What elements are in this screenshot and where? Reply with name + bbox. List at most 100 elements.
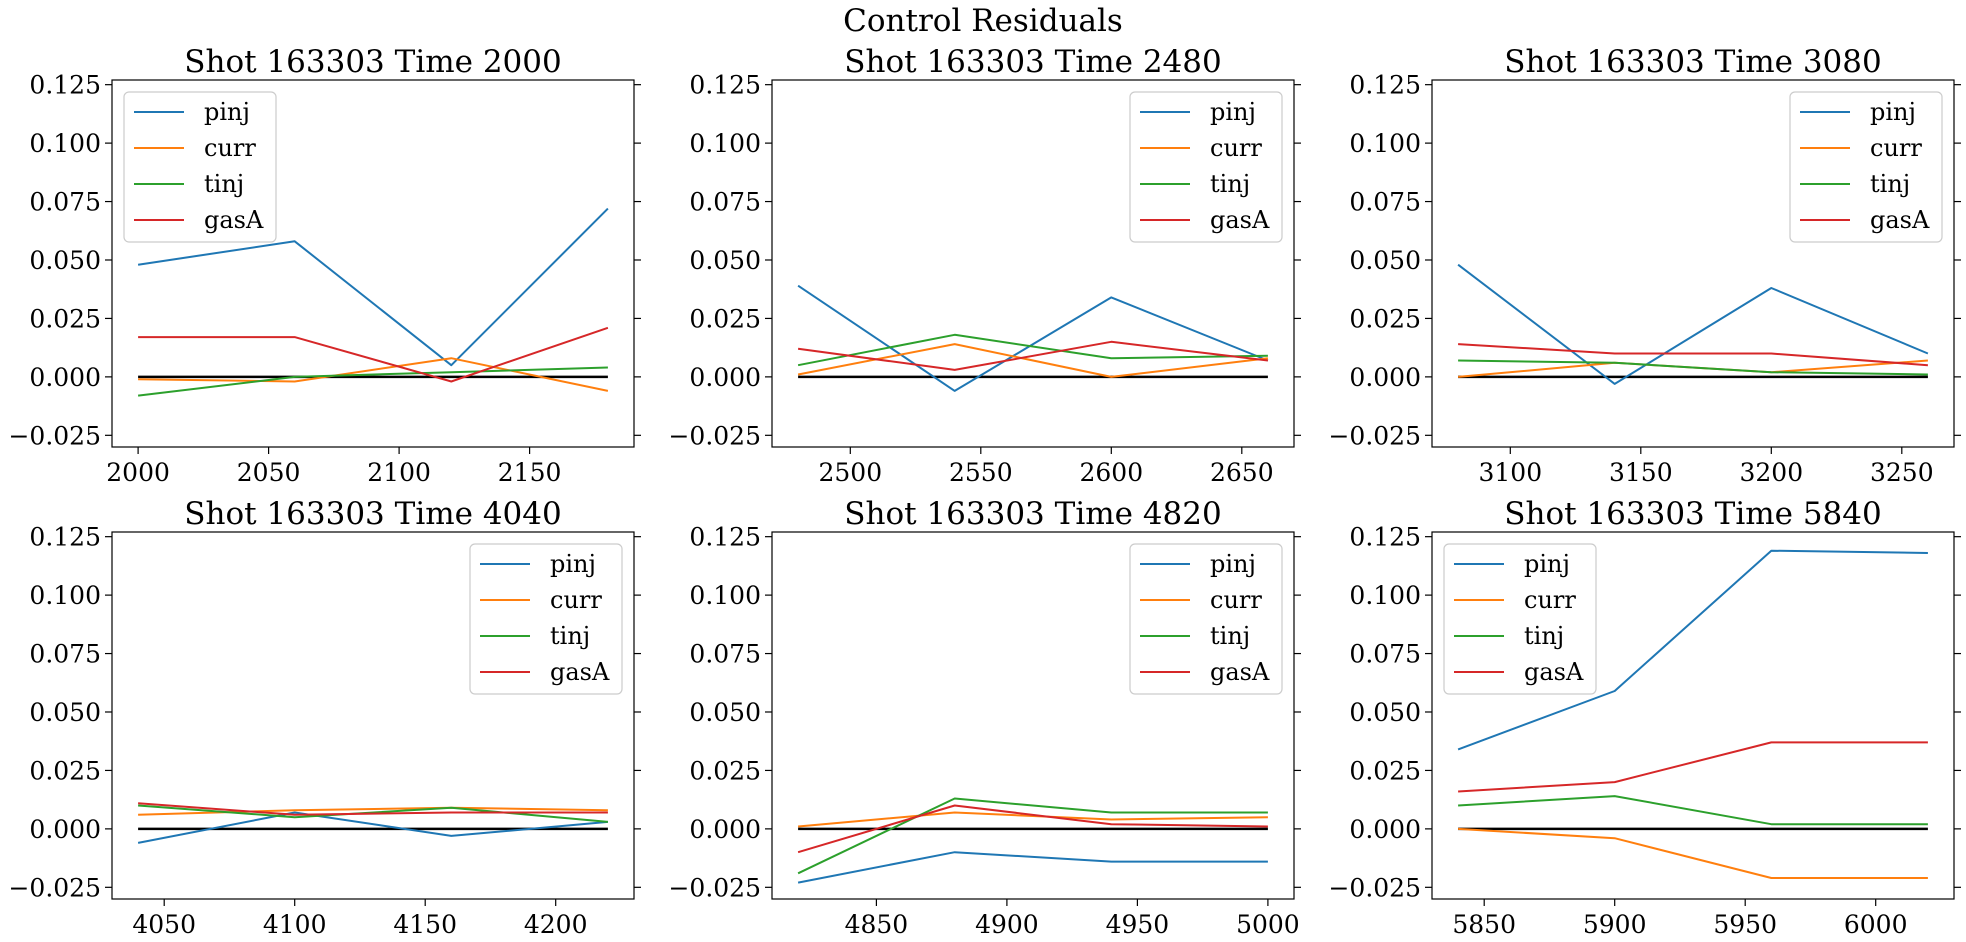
x-tick-label: 5000 bbox=[1236, 910, 1300, 939]
legend: pinj curr tinj gasA bbox=[1789, 91, 1943, 243]
x-tick-label: 4850 bbox=[845, 910, 909, 939]
series-line-tinj bbox=[797, 333, 1268, 367]
y-tick-label: 0.075 bbox=[1349, 640, 1421, 669]
x-tick-label: 3100 bbox=[1478, 458, 1542, 487]
subplot-5: Shot 163303 Time 4820 −0.025 0.000 0.025 0.0… bbox=[668, 496, 1301, 939]
legend-box bbox=[469, 543, 623, 695]
legend-label-gasA: gasA bbox=[204, 206, 264, 234]
y-tick-label: 0.075 bbox=[29, 640, 101, 669]
legend-label-curr: curr bbox=[1524, 586, 1576, 614]
series-line-curr bbox=[138, 357, 609, 392]
series-line-gasA bbox=[138, 326, 609, 383]
y-tick-label: 0.125 bbox=[29, 523, 101, 552]
y-tick-label: −0.025 bbox=[1328, 873, 1421, 902]
legend-label-tinj: tinj bbox=[204, 170, 244, 198]
series-line-gasA bbox=[1458, 741, 1928, 793]
series-line-curr bbox=[138, 806, 608, 816]
y-tick-label: 0.050 bbox=[689, 246, 761, 275]
y-tick-label: 0.125 bbox=[689, 71, 761, 100]
series-line-curr bbox=[797, 343, 1269, 378]
y-tick-label: 0.075 bbox=[29, 188, 101, 217]
y-tick-label: 0.050 bbox=[29, 698, 101, 727]
legend-label-curr: curr bbox=[550, 586, 602, 614]
y-tick-label: 0.025 bbox=[1349, 304, 1421, 333]
subplot-1: Shot 163303 Time 2000 −0.025 0.000 0.025 0.0… bbox=[8, 44, 641, 487]
y-tick-label: 0.025 bbox=[29, 756, 101, 785]
axes-frame bbox=[1431, 79, 1955, 448]
legend-box bbox=[123, 91, 277, 243]
legend-label-curr: curr bbox=[1210, 586, 1262, 614]
subplot-title: Shot 163303 Time 2000 bbox=[184, 44, 561, 80]
series-line-gasA bbox=[138, 802, 608, 816]
subplot-title: Shot 163303 Time 4040 bbox=[184, 496, 561, 532]
legend-label-pinj: pinj bbox=[1524, 550, 1570, 578]
legend-label-curr: curr bbox=[1210, 134, 1262, 162]
x-tick-label: 3250 bbox=[1870, 458, 1934, 487]
series-line-gasA bbox=[797, 804, 1268, 854]
legend-box bbox=[1129, 543, 1283, 695]
y-tick-label: 0.075 bbox=[689, 640, 761, 669]
figure-suptitle: Control Residuals bbox=[843, 3, 1123, 39]
legend-label-gasA: gasA bbox=[1210, 658, 1270, 686]
y-tick-label: 0.125 bbox=[689, 523, 761, 552]
series-line-curr bbox=[1458, 827, 1928, 879]
x-tick-label: 2000 bbox=[106, 458, 170, 487]
legend: pinj curr tinj gasA bbox=[1129, 543, 1283, 695]
legend: pinj curr tinj gasA bbox=[469, 543, 623, 695]
legend-label-pinj: pinj bbox=[550, 550, 596, 578]
subplot-title: Shot 163303 Time 4820 bbox=[844, 496, 1221, 532]
axes-frame bbox=[771, 531, 1295, 900]
legend-box bbox=[1789, 91, 1943, 243]
y-tick-label: 0.125 bbox=[29, 71, 101, 100]
x-tick-label: 4200 bbox=[524, 910, 588, 939]
subplot-title: Shot 163303 Time 5840 bbox=[1504, 496, 1881, 532]
y-tick-label: 0.000 bbox=[689, 363, 761, 392]
x-tick-label: 3200 bbox=[1739, 458, 1803, 487]
legend-label-curr: curr bbox=[204, 134, 256, 162]
legend-label-pinj: pinj bbox=[1210, 550, 1256, 578]
y-tick-label: 0.100 bbox=[1349, 581, 1421, 610]
subplot-3: Shot 163303 Time 3080 −0.025 0.000 0.025 0.0… bbox=[1328, 44, 1961, 487]
axes-frame bbox=[771, 79, 1295, 448]
y-tick-label: −0.025 bbox=[1328, 421, 1421, 450]
x-tick-label: 2150 bbox=[498, 458, 562, 487]
x-tick-label: 4100 bbox=[263, 910, 327, 939]
series-line-pinj bbox=[1457, 549, 1928, 751]
subplot-title: Shot 163303 Time 3080 bbox=[1504, 44, 1881, 80]
subplot-title: Shot 163303 Time 2480 bbox=[844, 44, 1221, 80]
series-line-pinj bbox=[1457, 263, 1929, 385]
y-tick-label: 0.125 bbox=[1349, 71, 1421, 100]
x-tick-label: 6000 bbox=[1844, 910, 1908, 939]
x-tick-label: 5850 bbox=[1452, 910, 1516, 939]
series-line-tinj bbox=[797, 797, 1268, 875]
y-tick-label: 0.100 bbox=[29, 129, 101, 158]
x-tick-label: 3150 bbox=[1609, 458, 1673, 487]
x-tick-label: 4900 bbox=[975, 910, 1039, 939]
y-tick-label: 0.025 bbox=[29, 304, 101, 333]
x-tick-label: 2600 bbox=[1079, 458, 1143, 487]
y-tick-label: 0.050 bbox=[689, 698, 761, 727]
series-line-pinj bbox=[797, 284, 1269, 392]
legend-label-tinj: tinj bbox=[550, 622, 590, 650]
y-tick-label: 0.025 bbox=[689, 756, 761, 785]
series-line-tinj bbox=[138, 804, 608, 823]
x-tick-label: 5950 bbox=[1713, 910, 1777, 939]
x-tick-label: 2650 bbox=[1210, 458, 1274, 487]
legend-label-pinj: pinj bbox=[1210, 98, 1256, 126]
legend-box bbox=[1129, 91, 1283, 243]
y-tick-label: 0.100 bbox=[689, 581, 761, 610]
x-tick-label: 5900 bbox=[1583, 910, 1647, 939]
series-line-pinj bbox=[137, 811, 608, 844]
legend-box bbox=[1443, 543, 1597, 695]
y-tick-label: −0.025 bbox=[8, 421, 101, 450]
y-tick-label: 0.100 bbox=[689, 129, 761, 158]
series-line-gasA bbox=[1458, 343, 1928, 367]
series-line-pinj bbox=[137, 207, 609, 367]
y-tick-label: 0.025 bbox=[1349, 756, 1421, 785]
series-line-tinj bbox=[137, 366, 608, 397]
x-tick-label: 2100 bbox=[367, 458, 431, 487]
legend: pinj curr tinj gasA bbox=[1443, 543, 1597, 695]
x-tick-label: 4050 bbox=[132, 910, 196, 939]
legend-label-gasA: gasA bbox=[1870, 206, 1930, 234]
legend-label-gasA: gasA bbox=[1210, 206, 1270, 234]
